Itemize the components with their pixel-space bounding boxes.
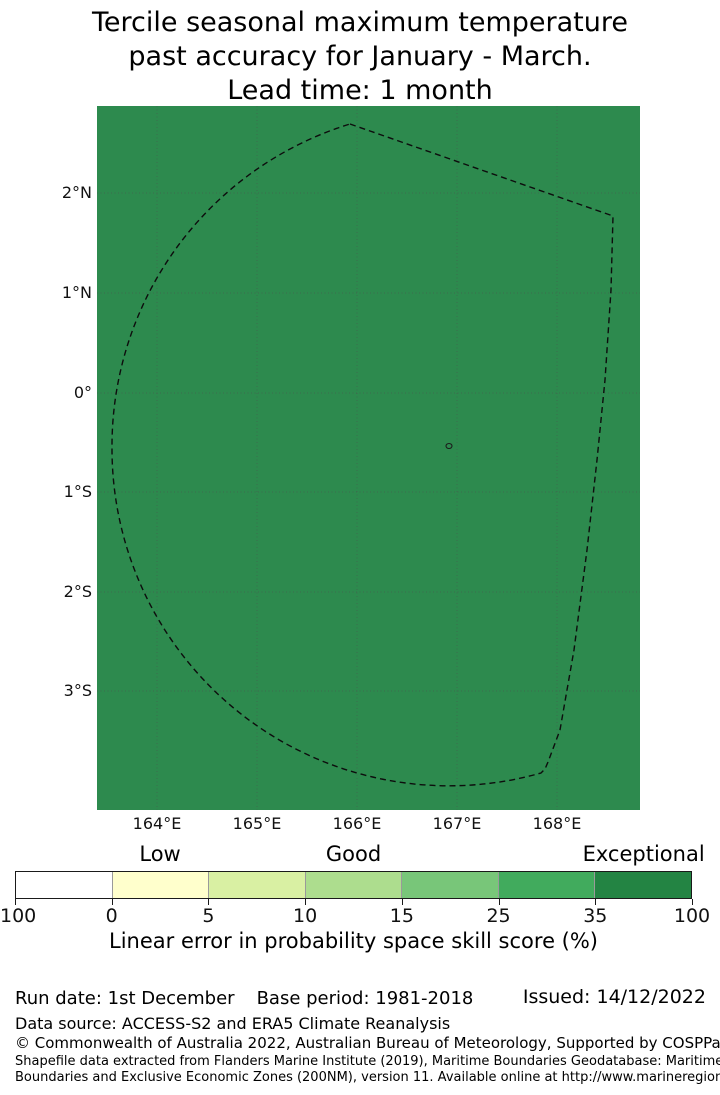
y-axis-label-1s: 1°S	[63, 482, 92, 501]
y-axis-label-2s: 2°S	[63, 582, 92, 601]
colorbar-segment	[16, 872, 112, 898]
figure-title: Tercile seasonal maximum temperature pas…	[0, 6, 720, 108]
copyright-line: © Commonwealth of Australia 2022, Austra…	[15, 1034, 720, 1052]
colorbar-zone-labels: Low Good Exceptional	[15, 842, 704, 868]
colorbar-caption: Linear error in probability space skill …	[109, 929, 598, 953]
y-axis-label-1n: 1°N	[61, 283, 92, 302]
colorbar-segment	[497, 872, 595, 898]
tick-label-5: 5	[202, 905, 215, 927]
x-axis-label-168e: 168°E	[532, 814, 582, 833]
y-axis-label-3s: 3°S	[63, 681, 92, 700]
y-axis-label-2n: 2°N	[61, 183, 92, 202]
zone-label-exceptional: Exceptional	[582, 842, 705, 866]
colorbar-tick-labels: 100 0 5 10 15 25 35 100	[0, 905, 710, 929]
x-axis-label-167e: 167°E	[432, 814, 482, 833]
zone-label-good: Good	[325, 842, 382, 866]
y-axis-label-0: 0°	[73, 383, 92, 402]
colorbar-segment	[111, 872, 209, 898]
base-period: Base period: 1981-2018	[256, 988, 474, 1009]
colorbar-segment	[304, 872, 402, 898]
data-source-line: Data source: ACCESS-S2 and ERA5 Climate …	[15, 1014, 451, 1033]
map-area	[97, 106, 640, 810]
title-line-1: Tercile seasonal maximum temperature	[92, 7, 628, 38]
tick-label-15: 15	[389, 905, 414, 927]
eez-boundary-dashed	[111, 123, 614, 787]
tick-label-25: 25	[486, 905, 511, 927]
title-line-2: past accuracy for January - March.	[128, 41, 592, 72]
tick-label-neg100: 100	[0, 905, 37, 927]
shapefile-note-line-2: Boundaries and Exclusive Economic Zones …	[15, 1070, 720, 1085]
tick-label-10: 10	[293, 905, 318, 927]
shapefile-note: Shapefile data extracted from Flanders M…	[15, 1054, 720, 1086]
issued-date: Issued: 14/12/2022	[522, 986, 706, 1008]
tick-label-0: 0	[105, 905, 118, 927]
colorbar-segment	[594, 872, 692, 898]
zone-label-low: Low	[139, 842, 181, 866]
colorbar-segment	[401, 872, 498, 898]
colorbar-segment	[208, 872, 305, 898]
x-axis-label-165e: 165°E	[232, 814, 282, 833]
map-overlay-svg	[97, 106, 640, 810]
shapefile-note-line-1: Shapefile data extracted from Flanders M…	[15, 1054, 720, 1069]
x-axis-label-166e: 166°E	[332, 814, 382, 833]
colorbar	[15, 871, 692, 899]
run-date-line: Run date: 1st December Base period: 1981-…	[15, 988, 473, 1009]
x-axis-label-164e: 164°E	[132, 814, 182, 833]
graticule-gridlines	[97, 106, 640, 810]
tick-label-35: 35	[583, 905, 608, 927]
colorbar-tick-marks	[15, 899, 693, 905]
run-date: Run date: 1st December	[15, 988, 235, 1009]
title-line-3: Lead time: 1 month	[227, 75, 493, 106]
nauru-island-outline	[445, 442, 453, 450]
tick-label-100: 100	[673, 905, 711, 927]
